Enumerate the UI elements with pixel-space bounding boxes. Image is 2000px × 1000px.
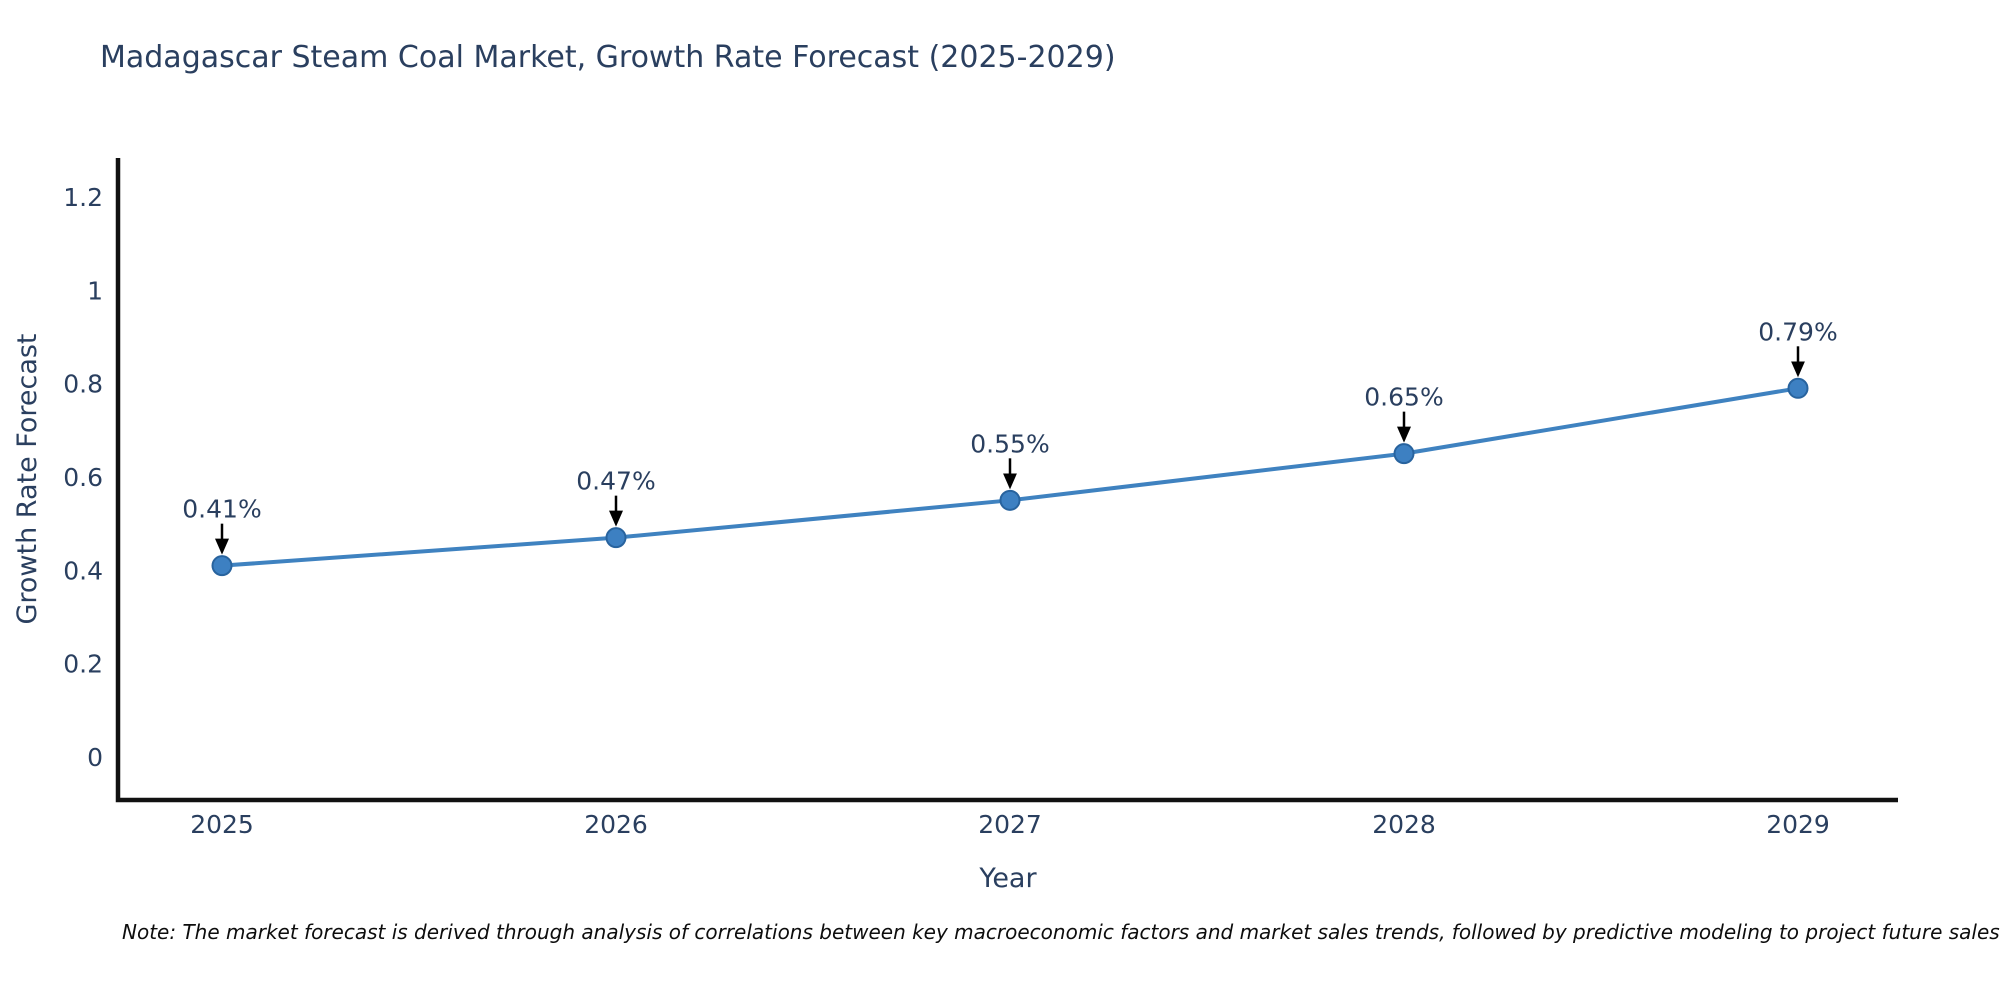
- point-value-label: 0.79%: [1758, 317, 1837, 346]
- y-tick-label: 0.6: [63, 463, 103, 492]
- x-tick-label: 2029: [1766, 810, 1830, 839]
- data-point-marker: [1393, 443, 1415, 465]
- x-tick-label: 2026: [584, 810, 648, 839]
- chart-title: Madagascar Steam Coal Market, Growth Rat…: [100, 40, 1116, 75]
- data-points: [211, 377, 1809, 577]
- footnote: Note: The market forecast is derived thr…: [122, 920, 2000, 944]
- data-point-marker: [211, 555, 233, 577]
- x-axis-tick-labels: 2025 2026 2027 2028 2029: [190, 810, 1830, 839]
- point-value-label: 0.65%: [1364, 383, 1443, 412]
- x-tick-label: 2025: [190, 810, 254, 839]
- data-point-marker: [605, 527, 627, 549]
- point-value-label: 0.41%: [182, 495, 261, 524]
- data-point-marker: [999, 489, 1021, 511]
- x-tick-label: 2027: [978, 810, 1042, 839]
- y-axis-tick-labels: 0 0.2 0.4 0.6 0.8 1 1.2: [63, 183, 103, 772]
- y-tick-label: 0.8: [63, 370, 103, 399]
- line-chart: 0 0.2 0.4 0.6 0.8 1 1.2 2025 2026 2027 2028 2029 0…: [12, 158, 1898, 894]
- y-tick-label: 0.2: [63, 650, 103, 679]
- y-tick-label: 1: [87, 276, 103, 305]
- x-axis-title: Year: [978, 863, 1037, 894]
- y-axis-title: Growth Rate Forecast: [12, 333, 43, 624]
- point-annotations: 0.41% 0.47% 0.55% 0.65% 0.79%: [182, 317, 1838, 555]
- point-value-label: 0.55%: [970, 429, 1049, 458]
- point-value-label: 0.47%: [576, 467, 655, 496]
- y-tick-label: 0.4: [63, 556, 103, 585]
- y-tick-label: 0: [87, 743, 103, 772]
- axes: [115, 158, 1898, 803]
- x-tick-label: 2028: [1372, 810, 1436, 839]
- y-tick-label: 1.2: [63, 183, 103, 212]
- data-point-marker: [1787, 377, 1809, 399]
